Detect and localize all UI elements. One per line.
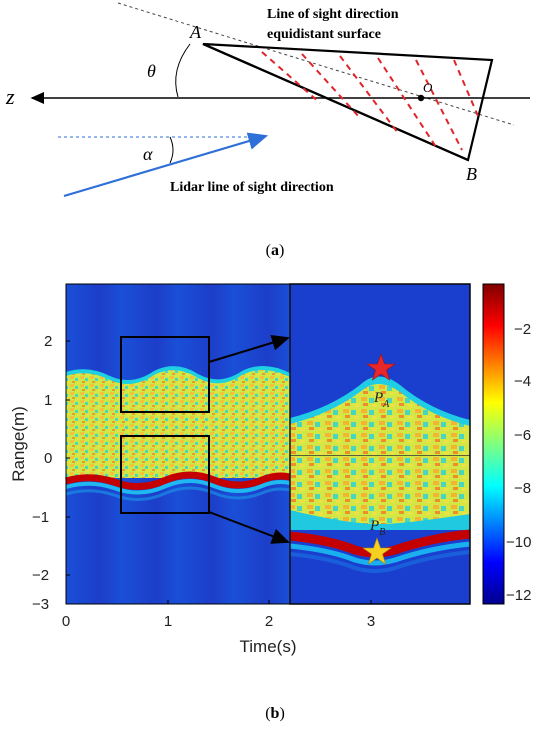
zoom-box-bottom xyxy=(120,435,210,514)
y-axis-label: Range(m) xyxy=(9,406,28,482)
point-o-dot xyxy=(417,94,425,102)
line-a-to-b xyxy=(202,42,469,162)
y-tick-label: 2 xyxy=(44,333,52,350)
colorbar-tick-label: −8 xyxy=(514,480,531,497)
caption-line-1: Line of sight direction xyxy=(267,7,399,22)
theta-arc xyxy=(175,43,191,98)
x-tick-label: 3 xyxy=(367,613,375,630)
point-a-label: A xyxy=(189,22,202,42)
alpha-arc xyxy=(169,136,174,164)
marker-pb-label: PB xyxy=(369,518,385,538)
panel-b-chart: PA PB 2 1 0 −1 −2 −3 Range(m) 0 1 xyxy=(9,283,531,656)
panel-a-caption: (a) xyxy=(266,242,285,259)
panel-a-diagram: O θ A B z Line of sight direction equidi… xyxy=(5,2,530,198)
zoom-box-top xyxy=(120,336,210,413)
y-tick-label: −3 xyxy=(32,596,49,613)
equidistant-lines xyxy=(261,51,479,151)
x-axis-label: Time(s) xyxy=(240,637,297,656)
y-tick-label: −1 xyxy=(32,509,49,526)
point-b-label: B xyxy=(466,164,477,184)
panel-b-caption: (b) xyxy=(265,705,285,722)
y-axis: 2 1 0 −1 −2 −3 xyxy=(32,333,70,613)
zoom-arrow-bottom xyxy=(208,511,290,544)
heatmap-inset: PA PB xyxy=(289,283,471,605)
marker-pa-star xyxy=(366,353,396,381)
y-tick-label: 0 xyxy=(44,450,52,467)
caption-line-2: equidistant surface xyxy=(267,27,381,42)
z-axis-label: z xyxy=(5,84,15,109)
colorbar-tick-label: −4 xyxy=(514,373,531,390)
colorbar-tick-label: −2 xyxy=(514,321,531,338)
alpha-label: α xyxy=(143,144,153,164)
plot-frame xyxy=(65,283,471,605)
colorbar-tick-label: −10 xyxy=(506,534,531,551)
lidar-direction-arrow xyxy=(63,132,269,198)
colorbar-tick-label: −12 xyxy=(506,587,531,604)
colorbar: −2 −4 −6 −8 −10 −12 xyxy=(482,283,531,605)
x-tick-label: 2 xyxy=(265,613,273,630)
marker-pb-star xyxy=(362,537,392,565)
point-o-label: O xyxy=(423,80,433,95)
marker-pa-label: PA xyxy=(373,390,390,410)
heatmap-main xyxy=(65,284,291,604)
red-surface-curve xyxy=(65,471,291,490)
x-axis: 0 1 2 3 xyxy=(62,600,375,630)
theta-label: θ xyxy=(147,61,156,81)
y-tick-label: −2 xyxy=(32,567,49,584)
x-tick-label: 0 xyxy=(62,613,70,630)
y-tick-label: 1 xyxy=(44,392,52,409)
zoom-arrow-top xyxy=(208,334,290,363)
lidar-label: Lidar line of sight direction xyxy=(170,180,334,195)
colorbar-tick-label: −6 xyxy=(514,427,531,444)
x-tick-label: 1 xyxy=(164,613,172,630)
